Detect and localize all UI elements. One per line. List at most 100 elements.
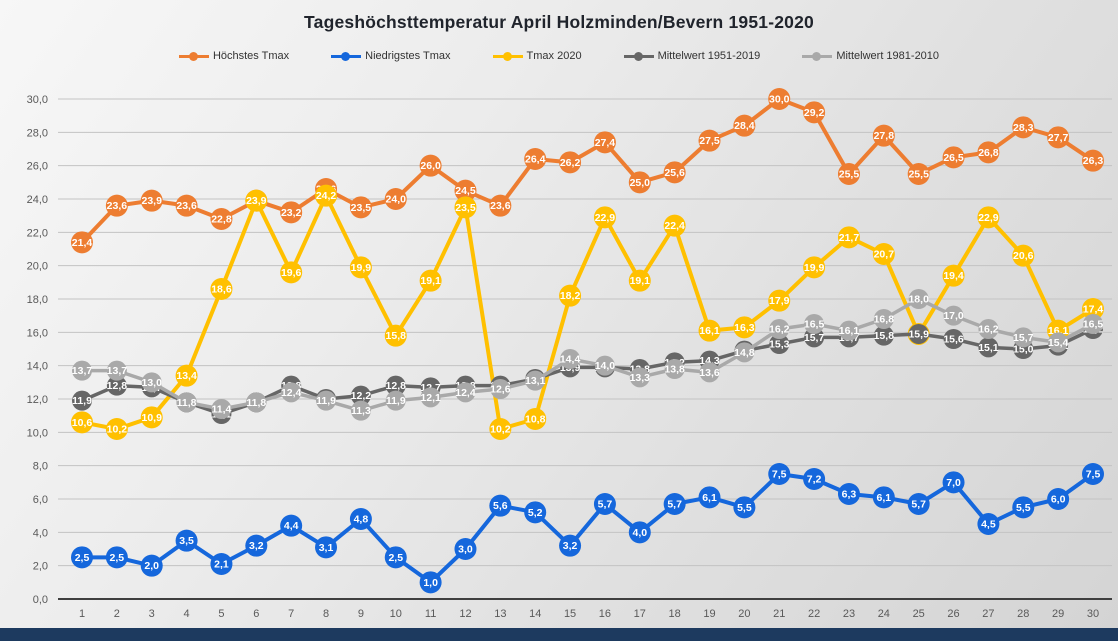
data-point-label: 26,4 [525,154,546,166]
data-point-label: 23,9 [246,195,267,207]
data-point-marker [71,411,93,434]
data-point-marker [489,418,512,440]
data-point-marker [1047,126,1070,149]
data-point-marker [838,320,859,341]
data-point-label: 26,0 [420,160,441,172]
x-tick-label: 28 [1017,608,1029,620]
y-tick-label: 20,0 [27,261,48,273]
chart-title: Tageshöchsttemperatur April Holzminden/B… [304,12,814,32]
data-point-label: 10,9 [142,412,163,424]
data-point-label: 7,0 [946,477,961,489]
data-point-marker [663,161,686,184]
legend-item-tmax-2020: Tmax 2020 [492,50,582,62]
data-point-marker [977,141,1000,164]
data-point-marker [524,408,547,430]
x-tick-label: 15 [564,608,576,620]
data-point-marker [803,256,826,279]
data-point-marker [1012,496,1035,519]
y-tick-label: 10,0 [27,427,48,439]
y-tick-label: 8,0 [33,461,48,473]
data-point-marker [560,349,581,369]
data-point-label: 6,3 [842,489,857,501]
data-point-label: 28,4 [734,120,755,132]
data-point-label: 27,4 [595,137,616,149]
data-point-marker [594,355,615,376]
data-point-label: 6,1 [877,492,892,504]
data-point-label: 3,1 [319,542,334,554]
data-point-label: 15,3 [769,339,790,351]
y-tick-label: 26,0 [27,161,48,173]
data-point-marker [698,129,721,152]
data-point-label: 11,8 [246,397,266,409]
x-tick-label: 27 [982,608,994,620]
data-point-label: 6,0 [1051,494,1066,506]
data-point-label: 24,2 [316,190,337,202]
data-point-label: 3,2 [563,540,578,552]
data-point-marker [1047,488,1070,510]
bottom-bar [0,628,1118,641]
data-point-label: 7,5 [1086,469,1101,481]
data-point-label: 10,2 [107,424,128,436]
data-point-label: 11,3 [351,405,371,417]
data-point-label: 5,2 [528,507,543,519]
data-point-marker [72,360,92,381]
data-point-marker [943,329,964,349]
y-axis-labels: 0,0 2,0 4,0 6,0 8,0 10,0 12,0 14,0 16,0 18,0 20,0 2… [27,94,48,606]
data-point-marker [942,146,965,169]
y-tick-label: 12,0 [27,394,48,406]
data-point-label: 14,0 [595,360,616,372]
data-point-label: 23,6 [490,200,511,212]
series-h-chstes-tmax: 21,423,623,923,622,823,923,224,623,524,0… [71,88,1104,254]
data-point-label: 2,5 [110,552,125,564]
legend-marker-icon [178,51,209,61]
data-point-label: 5,5 [737,502,752,514]
legend-item-h-chstes-tmax: Höchstes Tmax [178,50,289,62]
data-point-marker [384,188,407,210]
data-point-label: 2,0 [144,560,159,572]
data-point-marker [908,324,929,344]
data-point-label: 21,7 [839,232,860,244]
x-axis-labels: 1 2 3 4 5 6 7 8 9 10 11 12 13 14 15 16 17 18 19 20 21 22 23 24 2… [79,608,1099,620]
data-point-marker [733,114,756,137]
data-point-marker [837,163,860,185]
data-point-marker [210,278,233,300]
data-point-label: 15,7 [1013,332,1034,344]
y-tick-label: 18,0 [27,294,48,306]
data-point-marker [804,314,825,334]
x-tick-label: 24 [878,608,890,620]
data-point-label: 5,5 [1016,502,1031,514]
y-tick-label: 4,0 [33,527,48,539]
data-point-marker [942,264,965,287]
data-point-label: 29,2 [804,107,825,119]
data-point-label: 15,8 [386,330,407,342]
data-point-marker [978,319,999,339]
x-tick-label: 19 [703,608,715,620]
chart-legend: Höchstes Tmax Niedrigstes Tmax Tmax 2020 Mi… [0,50,1118,62]
x-tick-label: 7 [288,608,294,620]
data-point-label: 17,9 [769,295,790,307]
series-line [80,327,1095,416]
data-point-marker [385,375,406,396]
data-point-label: 13,0 [142,377,163,389]
data-point-label: 13,7 [107,365,128,377]
data-point-label: 16,1 [839,325,860,337]
data-point-marker [1012,116,1035,139]
data-point-marker [593,131,616,154]
data-point-marker [210,553,233,575]
x-tick-label: 6 [253,608,259,620]
legend-label: Tmax 2020 [526,50,582,62]
legend-item-niedrigstes-tmax: Niedrigstes Tmax [331,50,451,62]
data-point-label: 13,4 [176,370,197,382]
x-tick-label: 1 [79,608,85,620]
legend-marker-icon [492,51,523,61]
data-point-marker [769,334,790,354]
x-tick-label: 18 [669,608,681,620]
data-point-label: 26,2 [560,157,581,169]
gridlines [58,98,1112,600]
data-point-marker [559,534,582,557]
data-point-label: 23,6 [176,200,197,212]
data-point-label: 11,4 [212,404,232,416]
data-point-label: 15,8 [874,330,895,342]
data-point-label: 11,9 [72,395,92,407]
data-point-marker [942,471,965,494]
